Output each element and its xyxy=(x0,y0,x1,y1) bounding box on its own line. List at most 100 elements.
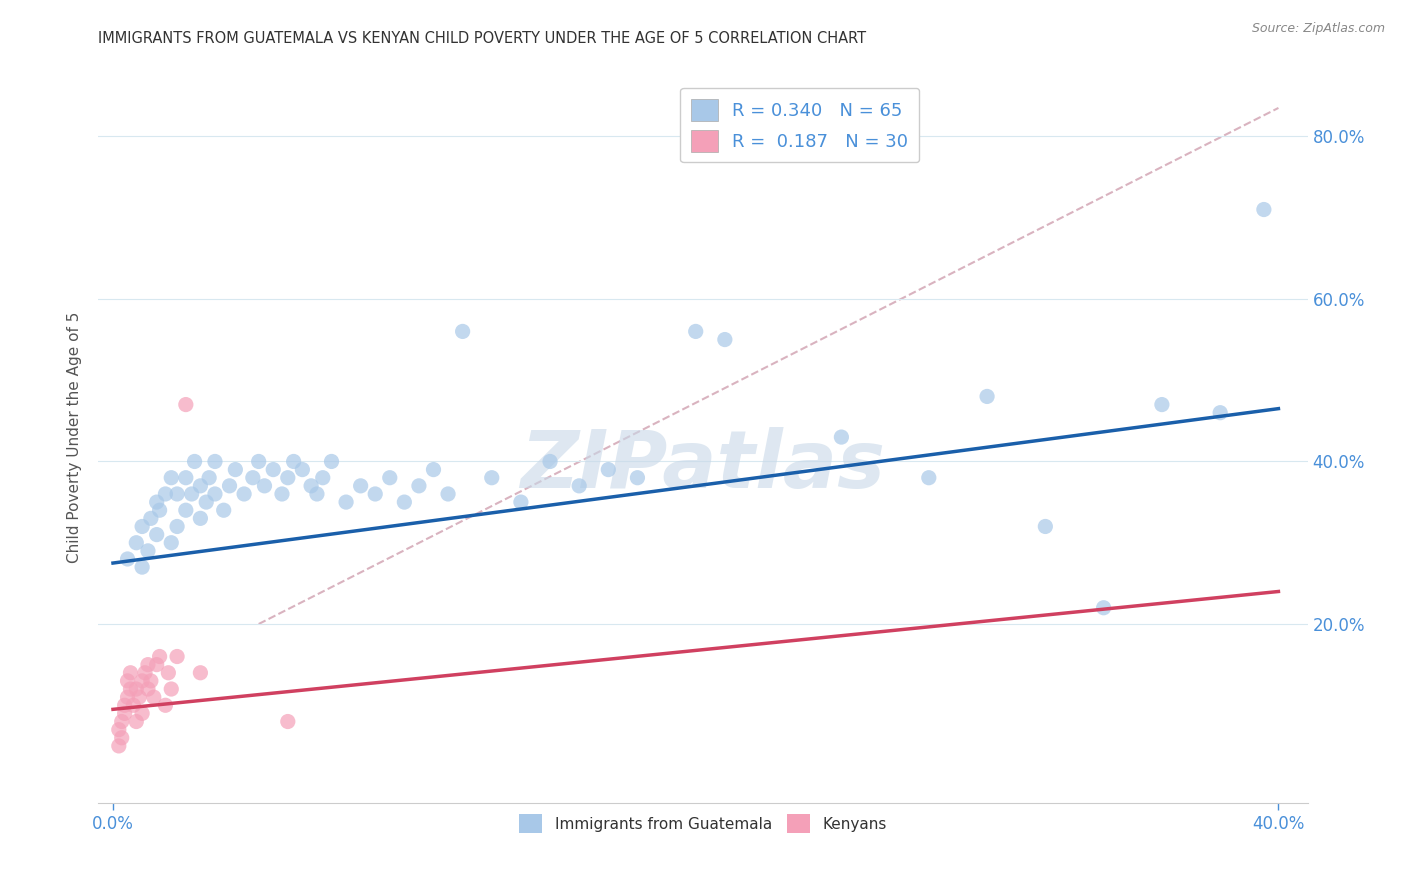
Point xyxy=(131,560,153,574)
Text: Source: ZipAtlas.com: Source: ZipAtlas.com xyxy=(1251,22,1385,36)
Point xyxy=(125,535,148,549)
Point xyxy=(321,454,343,468)
Point xyxy=(204,487,226,501)
Point xyxy=(481,471,503,485)
Point xyxy=(422,462,444,476)
Point xyxy=(598,462,620,476)
Point xyxy=(277,471,299,485)
Point xyxy=(131,519,153,533)
Point xyxy=(174,471,197,485)
Point xyxy=(291,462,314,476)
Point xyxy=(145,657,167,672)
Point xyxy=(408,479,430,493)
Point xyxy=(509,495,531,509)
Point xyxy=(204,454,226,468)
Point xyxy=(262,462,284,476)
Point xyxy=(157,665,180,680)
Point xyxy=(114,698,136,713)
Point xyxy=(976,389,998,403)
Point xyxy=(918,471,941,485)
Point xyxy=(190,665,212,680)
Point xyxy=(125,714,148,729)
Point xyxy=(394,495,416,509)
Point xyxy=(714,333,737,347)
Point xyxy=(183,454,205,468)
Point xyxy=(277,714,299,729)
Point xyxy=(685,325,707,339)
Point xyxy=(139,673,162,688)
Point xyxy=(247,454,270,468)
Point xyxy=(190,511,212,525)
Point xyxy=(1209,406,1232,420)
Point xyxy=(131,673,153,688)
Point xyxy=(212,503,235,517)
Legend: Immigrants from Guatemala, Kenyans: Immigrants from Guatemala, Kenyans xyxy=(513,808,893,839)
Point xyxy=(830,430,852,444)
Point xyxy=(120,665,142,680)
Point xyxy=(166,487,188,501)
Point xyxy=(131,706,153,721)
Point xyxy=(136,657,159,672)
Point xyxy=(149,503,172,517)
Point xyxy=(160,471,183,485)
Point xyxy=(253,479,276,493)
Point xyxy=(117,673,139,688)
Point xyxy=(305,487,328,501)
Point xyxy=(242,471,264,485)
Point xyxy=(142,690,165,705)
Point xyxy=(117,552,139,566)
Point xyxy=(1253,202,1275,217)
Point xyxy=(145,527,167,541)
Point xyxy=(166,519,188,533)
Point xyxy=(174,503,197,517)
Point xyxy=(155,698,177,713)
Point xyxy=(155,487,177,501)
Point xyxy=(283,454,305,468)
Point xyxy=(122,698,145,713)
Point xyxy=(350,479,373,493)
Point xyxy=(120,681,142,696)
Point xyxy=(299,479,322,493)
Point xyxy=(108,723,131,737)
Point xyxy=(233,487,256,501)
Text: ZIPatlas: ZIPatlas xyxy=(520,427,886,506)
Point xyxy=(160,535,183,549)
Point xyxy=(145,495,167,509)
Point xyxy=(125,681,148,696)
Point xyxy=(174,398,197,412)
Point xyxy=(111,714,134,729)
Point xyxy=(224,462,246,476)
Point xyxy=(136,544,159,558)
Point xyxy=(111,731,134,745)
Point xyxy=(312,471,335,485)
Point xyxy=(139,511,162,525)
Point xyxy=(166,649,188,664)
Point xyxy=(180,487,202,501)
Point xyxy=(218,479,240,493)
Point xyxy=(149,649,172,664)
Point xyxy=(364,487,387,501)
Point xyxy=(378,471,401,485)
Point xyxy=(1092,600,1115,615)
Point xyxy=(190,479,212,493)
Point xyxy=(195,495,218,509)
Point xyxy=(136,681,159,696)
Point xyxy=(198,471,221,485)
Point xyxy=(108,739,131,753)
Text: IMMIGRANTS FROM GUATEMALA VS KENYAN CHILD POVERTY UNDER THE AGE OF 5 CORRELATION: IMMIGRANTS FROM GUATEMALA VS KENYAN CHIL… xyxy=(98,31,866,46)
Y-axis label: Child Poverty Under the Age of 5: Child Poverty Under the Age of 5 xyxy=(67,311,83,563)
Point xyxy=(1150,398,1173,412)
Point xyxy=(451,325,474,339)
Point xyxy=(538,454,561,468)
Point xyxy=(568,479,591,493)
Point xyxy=(160,681,183,696)
Point xyxy=(114,706,136,721)
Point xyxy=(271,487,294,501)
Point xyxy=(437,487,460,501)
Point xyxy=(335,495,357,509)
Point xyxy=(128,690,150,705)
Point xyxy=(134,665,156,680)
Point xyxy=(117,690,139,705)
Point xyxy=(1033,519,1056,533)
Point xyxy=(626,471,648,485)
